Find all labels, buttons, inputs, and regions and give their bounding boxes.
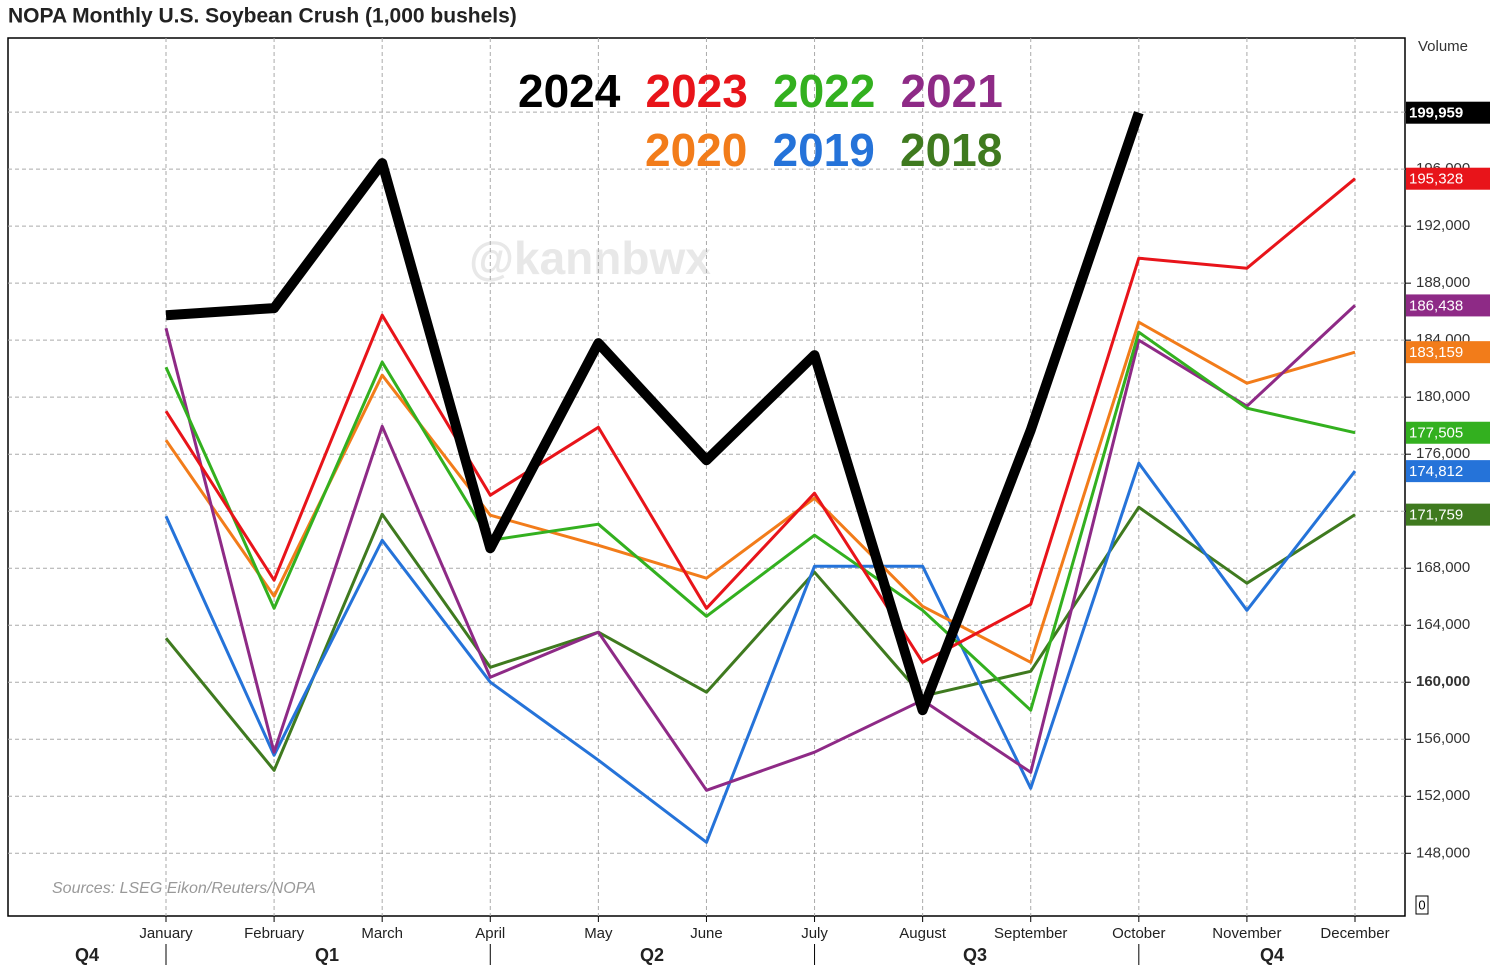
series-line (164, 320, 1356, 664)
last-value-box (1406, 341, 1490, 364)
series-line (164, 505, 1356, 772)
x-tick-label: August (899, 925, 947, 942)
y-tick-label: 168,000 (1416, 559, 1470, 576)
quarter-label: Q4 (75, 945, 99, 965)
legend-label: 2024 (518, 65, 621, 117)
last-value-box (1406, 421, 1490, 444)
y-tick-label: 180,000 (1416, 388, 1470, 405)
x-tick-label: June (690, 925, 723, 942)
last-value-box (1406, 503, 1490, 526)
y-tick-label: 188,000 (1416, 274, 1470, 291)
last-value-box (1406, 294, 1490, 317)
x-tick-label: July (801, 925, 828, 942)
last-value-label: 174,812 (1409, 463, 1463, 480)
x-tick-label: September (994, 925, 1067, 942)
y-tick-label: 156,000 (1416, 730, 1470, 747)
series-line (164, 461, 1357, 844)
x-tick-label: March (361, 925, 403, 942)
x-tick-label: November (1212, 925, 1281, 942)
last-value-label: 186,438 (1409, 297, 1463, 314)
chart-title: NOPA Monthly U.S. Soybean Crush (1,000 b… (8, 5, 517, 28)
x-tick-label: February (244, 925, 305, 942)
y-axis-label: Volume (1418, 38, 1468, 55)
legend-label: 2022 (773, 65, 875, 117)
last-value-label: 195,328 (1409, 171, 1463, 188)
x-tick-label: December (1320, 925, 1389, 942)
legend-label: 2021 (901, 65, 1003, 117)
y-tick-label: 152,000 (1416, 787, 1470, 804)
y-tick-label: 176,000 (1416, 445, 1470, 462)
source: Sources: LSEG Eikon/Reuters/NOPA (52, 880, 316, 897)
x-tick-label: October (1112, 925, 1165, 942)
last-value-label: 183,159 (1409, 344, 1463, 361)
x-tick-label: April (475, 925, 505, 942)
corner-label: 0 (1418, 897, 1425, 912)
corner-box (1415, 895, 1429, 915)
y-tick-label: 164,000 (1416, 616, 1470, 633)
series-line (164, 177, 1356, 664)
legend-label: 2020 (645, 124, 747, 176)
last-value-label: 177,505 (1409, 425, 1463, 442)
y-tick-label: 192,000 (1416, 217, 1470, 234)
legend-label: 2019 (773, 124, 875, 176)
quarter-label: Q4 (1260, 945, 1284, 965)
watermark: @kannbwx (469, 232, 711, 284)
series-line (164, 330, 1356, 712)
x-tick-label: May (584, 925, 613, 942)
legend-label: 2018 (900, 124, 1002, 176)
last-value-label: 199,959 (1409, 105, 1463, 122)
last-value-box (1406, 460, 1490, 483)
quarter-label: Q3 (963, 945, 987, 965)
last-value-label: 171,759 (1409, 507, 1463, 524)
y-tick-label: 160,000 (1416, 673, 1470, 690)
last-value-box (1406, 167, 1490, 190)
legend-label: 2023 (646, 65, 748, 117)
series-line (164, 304, 1357, 792)
y-tick-label: 148,000 (1416, 844, 1470, 861)
quarter-label: Q2 (640, 945, 664, 965)
series-line (165, 111, 1144, 716)
last-value-box (1406, 101, 1490, 124)
x-tick-label: January (139, 925, 193, 942)
quarter-label: Q1 (315, 945, 339, 965)
